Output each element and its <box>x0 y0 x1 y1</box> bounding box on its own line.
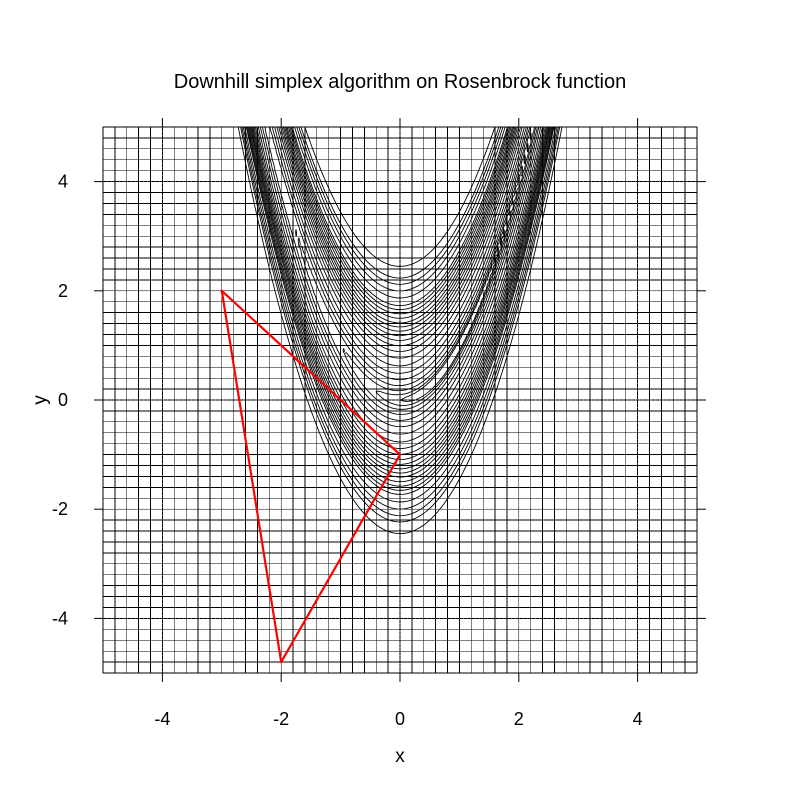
x-axis-label: x <box>395 746 405 767</box>
y-tick-label: -4 <box>52 608 68 628</box>
x-tick-label: 2 <box>514 709 524 729</box>
chart-title: Downhill simplex algorithm on Rosenbrock… <box>174 71 626 93</box>
contour-line <box>245 126 555 495</box>
contour-line <box>242 126 558 510</box>
simplex-vertex <box>398 453 402 456</box>
simplex-series <box>220 289 402 664</box>
contour-line <box>292 126 537 415</box>
contour-line <box>256 126 545 449</box>
contour-line <box>247 126 553 487</box>
y-tick-label: 2 <box>58 281 68 301</box>
contour-line <box>240 126 561 523</box>
tick-gridlines <box>103 127 697 673</box>
contour-line <box>253 126 547 460</box>
contour-line <box>262 126 540 428</box>
contour-line <box>237 126 563 535</box>
contour-line <box>250 126 550 474</box>
contour-line <box>246 126 554 491</box>
contour-line <box>254 126 546 455</box>
contour-line <box>399 191 517 402</box>
contour-line <box>244 126 557 503</box>
rosenbrock-contours <box>237 126 563 535</box>
contour-line <box>375 126 535 407</box>
simplex-vertex <box>280 660 283 664</box>
x-tick-label: 0 <box>395 709 405 729</box>
axes: -4 -2 0 2 4 -4 -2 0 2 4 <box>52 118 706 729</box>
simplex-vertex <box>220 289 223 292</box>
simplex-line <box>220 289 402 664</box>
contour-line <box>249 126 551 478</box>
x-tick-label: -2 <box>273 709 289 729</box>
contour-line <box>342 126 535 410</box>
y-tick-label: 4 <box>58 172 68 192</box>
x-tick-label: -4 <box>154 709 170 729</box>
contour-line <box>251 126 550 470</box>
contour-line <box>248 126 552 483</box>
y-axis-label: y <box>30 395 51 405</box>
y-tick-label: -2 <box>52 499 68 519</box>
contour-line <box>257 126 544 443</box>
y-tick-label: 0 <box>58 390 68 410</box>
x-tick-label: 4 <box>633 709 643 729</box>
contour-line <box>264 126 538 421</box>
contour-line <box>241 126 559 517</box>
